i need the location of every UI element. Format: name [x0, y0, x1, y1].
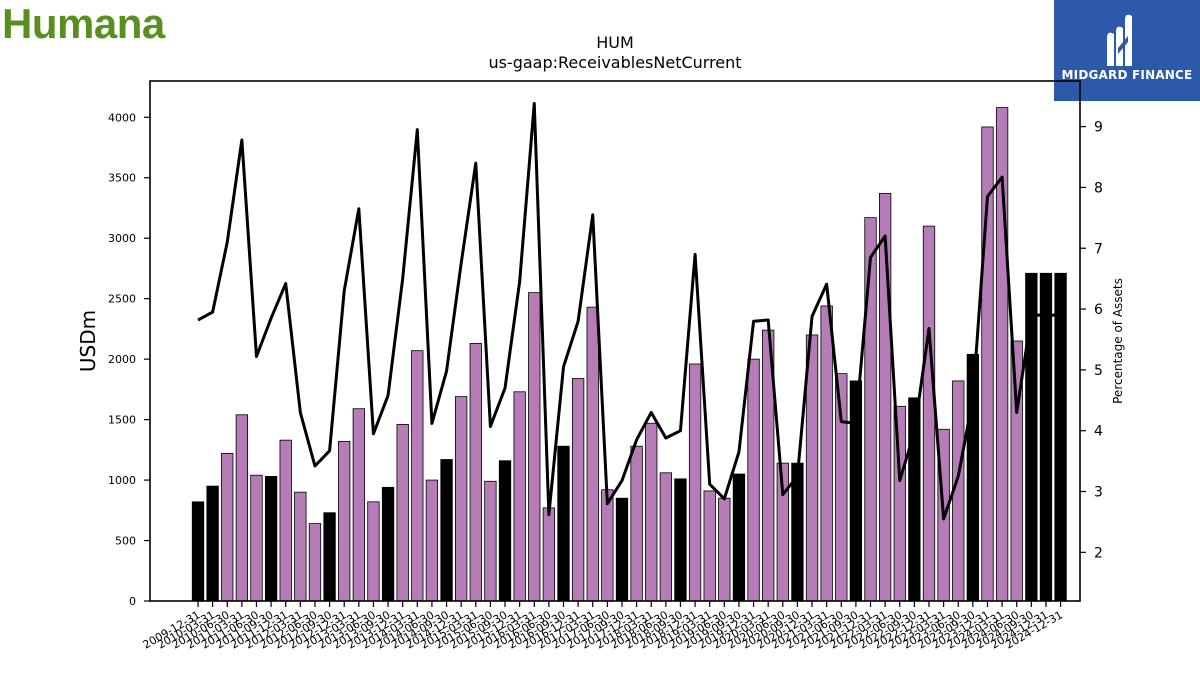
- bar-2021-06-30: [864, 217, 877, 602]
- chart-subtitle: us-gaap:ReceivablesNetCurrent: [488, 53, 741, 72]
- bar-2012-12-31: [367, 501, 380, 602]
- bar-2012-09-30: [352, 408, 365, 602]
- plot-frame: [149, 80, 1081, 602]
- bar-2010-09-30: [235, 414, 249, 602]
- y-axis-label: USDm: [76, 310, 100, 372]
- chart-title: HUM: [596, 33, 634, 52]
- y2-axis-label: Percentage of Assets: [1111, 278, 1125, 404]
- bar-2015-12-31: [542, 507, 556, 602]
- bar-2013-06-30: [396, 424, 409, 602]
- bar-2013-09-30: [411, 350, 424, 602]
- bar-2011-03-31: [264, 476, 278, 602]
- bar-2013-12-31: [425, 479, 439, 602]
- y2-tick-label: 6: [1094, 302, 1103, 318]
- y-tick-label: 4000: [108, 111, 136, 124]
- y2-tick-label: 3: [1094, 485, 1103, 501]
- y2-tick-label: 9: [1094, 120, 1103, 136]
- humana-logo: Humana: [2, 0, 165, 47]
- line-group: [197, 102, 1061, 521]
- midgard-finance-label: MIDGARD FINANCE: [1061, 68, 1193, 82]
- bar-2018-12-31: [718, 497, 731, 602]
- axes-group: 0 500 1000 1500 2000 2500 3000 3500 4000 2 3 4 5 6 7 8 9…: [108, 80, 1103, 652]
- bar-2012-03-31: [323, 512, 336, 602]
- y-tick-label: 2000: [108, 353, 136, 366]
- y-tick-label: 1500: [108, 414, 136, 427]
- midgard-m-icon: [1107, 14, 1132, 67]
- bar-2017-03-31: [615, 497, 629, 602]
- bar-2015-09-30: [528, 292, 541, 602]
- bar-2016-09-30: [586, 306, 599, 602]
- bar-2019-03-31: [732, 473, 746, 602]
- bar-2010-12-31: [250, 474, 263, 602]
- bar-2014-12-31: [484, 480, 497, 602]
- bar-2015-03-31: [498, 460, 512, 602]
- bar-2015-06-30: [513, 391, 526, 602]
- bar-2024-06-30: [1039, 272, 1053, 602]
- bar-2016-12-31: [601, 489, 614, 602]
- bar-2014-09-30: [469, 343, 482, 602]
- bar-2019-06-30: [747, 358, 760, 602]
- bar-2018-09-30: [703, 490, 716, 602]
- y-tick-label: 0: [129, 595, 136, 608]
- y2-tick-label: 8: [1094, 180, 1103, 196]
- bar-2017-09-30: [645, 422, 658, 602]
- bar-2016-06-30: [571, 378, 585, 602]
- y-tick-label: 3000: [108, 232, 136, 245]
- bar-2014-06-30: [455, 396, 468, 602]
- bar-2011-12-31: [308, 523, 322, 602]
- bar-2010-03-31: [206, 485, 219, 602]
- bar-2022-06-30: [922, 225, 936, 602]
- bar-2017-06-30: [630, 445, 643, 602]
- y2-tick-label: 2: [1094, 545, 1103, 561]
- y2-tick-label: 7: [1094, 241, 1103, 257]
- bar-2016-03-31: [557, 445, 570, 602]
- bar-2011-09-30: [294, 491, 307, 602]
- bar-group: [191, 107, 1067, 602]
- bar-2020-03-31: [791, 462, 804, 602]
- y-tick-label: 500: [115, 535, 136, 548]
- bar-2012-06-30: [338, 440, 351, 602]
- bar-2014-03-31: [440, 459, 453, 602]
- bar-2020-09-30: [820, 305, 833, 602]
- bar-2011-06-30: [279, 439, 292, 602]
- midgard-finance-logo: MIDGARD FINANCE: [1054, 0, 1200, 101]
- y2-tick-label: 4: [1094, 424, 1103, 440]
- bar-2009-12-31: [191, 501, 205, 602]
- bar-2018-06-30: [688, 363, 702, 602]
- y2-tick-label: 5: [1094, 363, 1103, 379]
- bar-2017-12-31: [659, 472, 672, 602]
- y-tick-label: 2500: [108, 293, 136, 306]
- bar-2010-06-30: [221, 453, 234, 602]
- bar-2024-12-31: [1054, 272, 1067, 602]
- percentage-of-assets-line: [197, 102, 1061, 521]
- y-tick-label: 1000: [108, 474, 136, 487]
- y-tick-label: 3500: [108, 172, 136, 185]
- bar-2018-03-31: [674, 478, 687, 602]
- bar-2013-03-31: [381, 486, 395, 602]
